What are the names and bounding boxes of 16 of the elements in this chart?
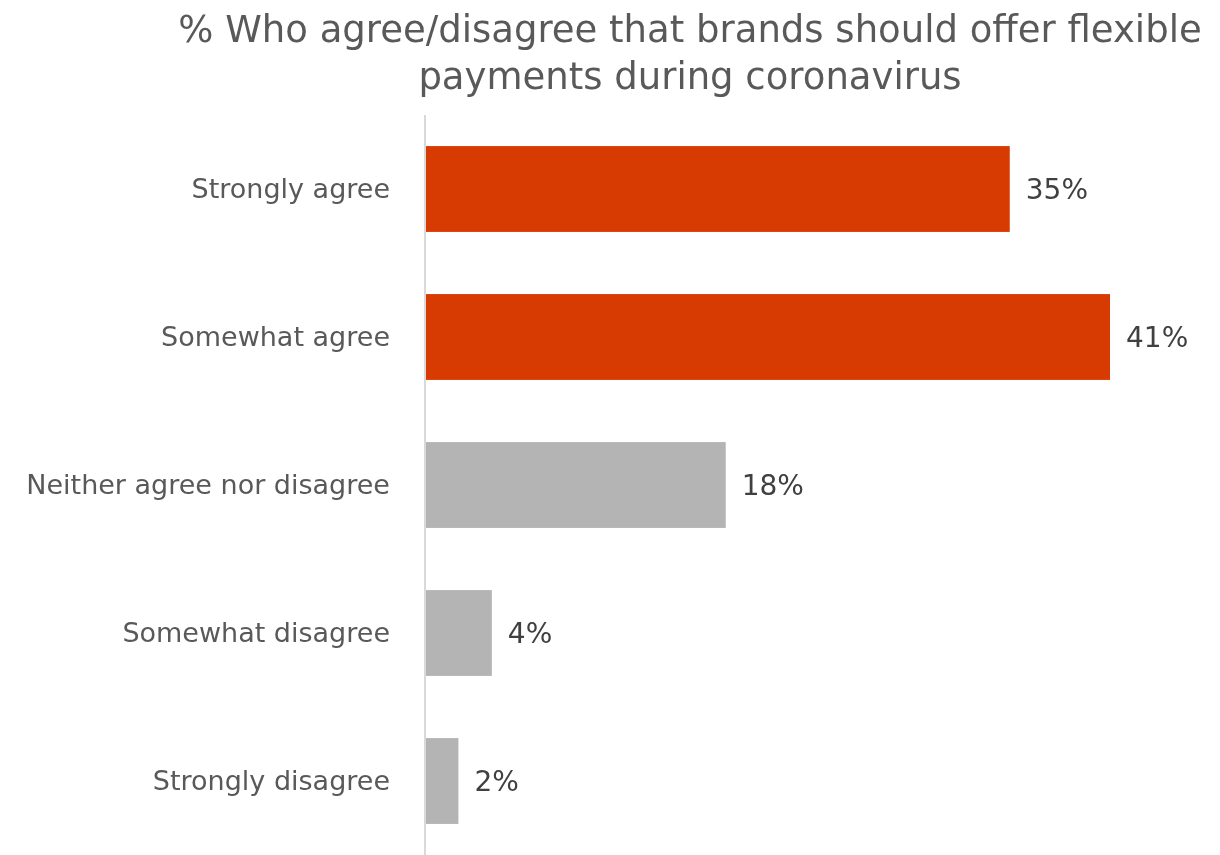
bar xyxy=(425,738,459,824)
data-label: 18% xyxy=(741,468,804,502)
chart-title: % Who agree/disagree that brands should offer flexible payments during coronavirus xyxy=(178,8,1202,98)
y-tick-label: Strongly disagree xyxy=(152,765,390,797)
data-label: 2% xyxy=(474,764,519,798)
y-tick-label: Somewhat agree xyxy=(161,321,390,353)
bar xyxy=(425,442,726,528)
data-label: 41% xyxy=(1126,320,1189,354)
bar xyxy=(425,294,1110,380)
y-tick-label: Strongly agree xyxy=(191,173,390,205)
y-tick-label: Neither agree nor disagree xyxy=(26,469,390,501)
y-tick-label: Somewhat disagree xyxy=(122,617,390,649)
bar xyxy=(425,590,492,676)
bar xyxy=(425,146,1010,232)
data-label: 35% xyxy=(1025,172,1088,206)
data-label: 4% xyxy=(507,616,553,650)
